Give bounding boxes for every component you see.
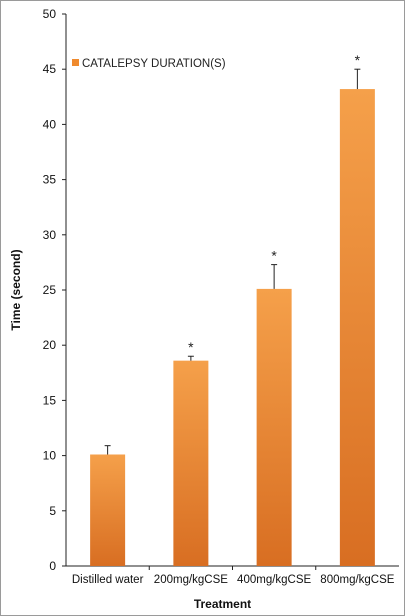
bar — [256, 288, 292, 566]
y-tick-label: 30 — [43, 228, 57, 242]
bars — [90, 89, 375, 567]
y-tick-label: 45 — [43, 62, 57, 76]
x-tick-label: Distilled water — [72, 574, 144, 586]
y-tick-label: 10 — [43, 449, 57, 463]
legend: CATALEPSY DURATION(S) — [72, 58, 226, 70]
y-tick-label: 25 — [43, 283, 57, 297]
x-axis-ticks: Distilled water 200mg/kgCSE 400mg/kgCSE 800… — [72, 566, 395, 586]
bar — [173, 360, 209, 566]
error-bars — [104, 68, 361, 455]
bar — [90, 454, 126, 566]
significance-star: * — [271, 248, 277, 264]
legend-label: CATALEPSY DURATION(S) — [82, 58, 226, 70]
legend-swatch — [72, 59, 79, 66]
y-tick-label: 15 — [43, 393, 57, 407]
significance-star: * — [355, 52, 361, 68]
y-axis-title: Time (second) — [9, 249, 23, 330]
y-axis-ticks: 0 5 10 15 20 25 30 35 40 45 50 — [43, 7, 66, 573]
y-tick-label: 5 — [49, 504, 56, 518]
significance-markers: * * * — [188, 52, 361, 355]
y-tick-label: 40 — [43, 117, 57, 131]
x-axis-title: Treatment — [194, 597, 251, 611]
x-tick-label: 800mg/kgCSE — [320, 574, 394, 586]
bar — [339, 89, 375, 567]
y-tick-label: 20 — [43, 338, 57, 352]
significance-star: * — [188, 339, 194, 355]
x-tick-label: 400mg/kgCSE — [237, 574, 311, 586]
y-tick-label: 50 — [43, 7, 57, 21]
y-tick-label: 35 — [43, 173, 57, 187]
y-tick-label: 0 — [49, 559, 56, 573]
x-tick-label: 200mg/kgCSE — [154, 574, 228, 586]
